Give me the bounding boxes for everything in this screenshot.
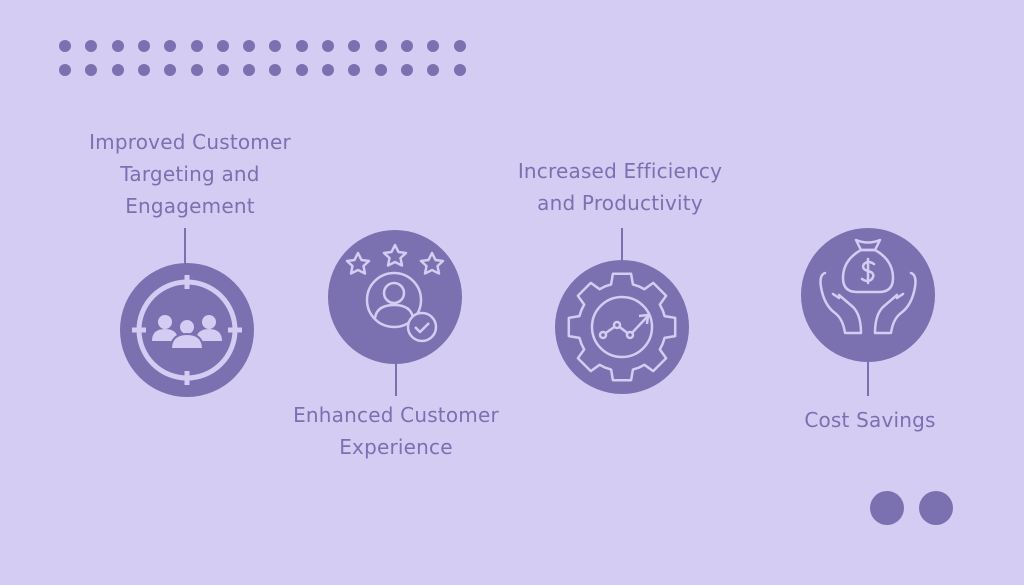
decorative-dot (374, 40, 387, 52)
decorative-dot (322, 40, 334, 52)
decorative-dot (322, 64, 334, 76)
decorative-dot (216, 64, 229, 76)
decorative-dot (164, 40, 177, 52)
decorative-dot (400, 40, 413, 52)
decorative-dot (243, 64, 256, 76)
decorative-dot (59, 64, 71, 76)
decorative-dot (137, 40, 150, 52)
decorative-dot (269, 64, 282, 76)
target-audience-icon (120, 263, 254, 397)
customer-rating-icon (328, 230, 462, 364)
decorative-dot (400, 64, 413, 76)
decorative-dot (216, 40, 229, 52)
label-line: Enhanced Customer (293, 403, 499, 427)
label-enhanced-customer-experience: Enhanced Customer Experience (256, 399, 536, 463)
decorative-dot (427, 64, 440, 76)
decorative-dot (453, 64, 466, 76)
label-line: Targeting and (120, 162, 260, 186)
label-line: Experience (339, 435, 453, 459)
decorative-dot (243, 40, 256, 52)
decorative-dot (453, 40, 466, 52)
decorative-dot (164, 64, 177, 76)
connector-line (621, 228, 623, 262)
decorative-dot (919, 491, 953, 525)
connector-line (395, 363, 397, 396)
label-line: Improved Customer (89, 130, 291, 154)
decorative-dot (374, 64, 387, 76)
decorative-dot (85, 64, 98, 76)
decorative-dot (348, 64, 361, 76)
decorative-dot (111, 64, 124, 76)
decorative-dot (427, 40, 440, 52)
decorative-dot (111, 40, 124, 52)
decorative-dot (137, 64, 150, 76)
label-line: and Productivity (537, 191, 703, 215)
decorative-dot (870, 491, 904, 525)
connector-line (867, 361, 869, 396)
label-cost-savings: Cost Savings (730, 404, 1010, 436)
decorative-dot (348, 40, 361, 52)
decorative-dot (190, 64, 203, 76)
label-increased-efficiency: Increased Efficiency and Productivity (480, 155, 760, 219)
decorative-dot (295, 64, 308, 76)
money-bag-hands-icon (801, 228, 935, 362)
label-line: Engagement (125, 194, 255, 218)
decorative-dot (295, 40, 308, 52)
gear-growth-icon (555, 260, 689, 394)
decorative-dot (190, 40, 203, 52)
decorative-dot (59, 40, 71, 52)
label-line: Cost Savings (804, 408, 936, 432)
decorative-dot (85, 40, 98, 52)
label-improved-customer-targeting: Improved Customer Targeting and Engageme… (50, 126, 330, 222)
decorative-dot (269, 40, 282, 52)
connector-line (184, 228, 186, 264)
label-line: Increased Efficiency (517, 159, 723, 183)
